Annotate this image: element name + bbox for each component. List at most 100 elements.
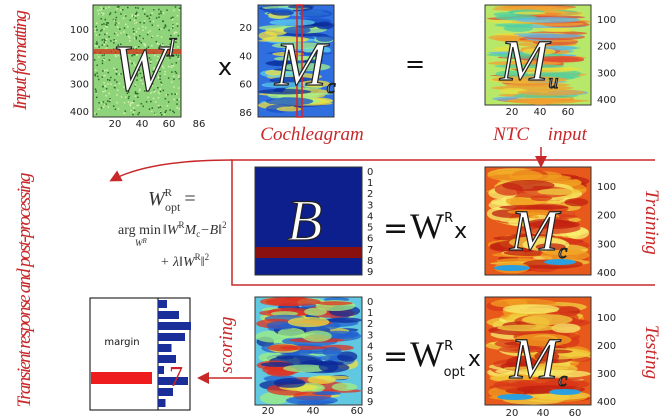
noise-dot [102,44,104,46]
noise-dot [94,74,96,76]
noise-dot [156,17,158,19]
noise-dot [97,10,99,12]
noise-dot [104,90,106,92]
heatmap-cell [501,6,573,10]
heatmap-cell [269,19,315,26]
noise-dot [133,28,135,30]
noise-dot [96,41,98,43]
symbol-main: W [112,32,172,105]
noise-dot [178,75,180,77]
tick-label: 200 [70,52,89,63]
heatmap-cell [316,22,334,30]
noise-dot [94,31,96,32]
tick-label: 300 [597,239,616,250]
noise-dot [164,112,166,114]
math: arg min [118,223,161,238]
noise-dot [172,27,174,29]
noise-dot [134,23,136,25]
tick-label: 3 [367,330,373,341]
noise-dot [110,12,112,14]
noise-dot [135,13,137,15]
tick-label: 300 [597,369,616,380]
tick-label: 7 [367,245,373,256]
tick-label: 60 [239,80,252,91]
noise-dot [149,108,151,110]
noise-dot [105,103,107,105]
heatmap-cell [327,317,362,322]
heatmap-cell [304,308,327,316]
tick-label: 20 [239,23,252,34]
tick-label: 1 [367,178,373,189]
noise-dot [173,65,175,67]
noise-dot [137,7,139,9]
symbol-sub: c [558,241,567,263]
tick-label: 4 [367,211,373,222]
operator: = [383,211,408,246]
heatmap-cell [266,297,321,306]
noise-dot [127,26,129,28]
heatmap-cell [494,265,530,271]
noise-dot [103,28,105,30]
noise-dot [142,29,144,31]
noise-dot [119,28,121,30]
noise-dot [106,24,108,26]
operator: = [383,339,408,374]
tick-label: 100 [597,182,616,193]
formula-argmin: arg min‖WRMc−B‖2 [118,220,227,239]
noise-dot [134,20,136,22]
noise-dot [171,71,173,73]
symbol-main: M [274,31,330,99]
symbol-main: M [509,198,561,263]
heatmap-cell [510,174,571,180]
noise-dot [108,36,110,38]
tick-label: 400 [597,95,616,106]
noise-dot [176,103,178,105]
noise-dot [149,18,151,20]
heatmap-cell [316,376,350,380]
noise-dot [135,15,137,17]
tick-label: 40 [537,408,550,418]
noise-dot [104,34,106,36]
noise-dot [158,105,160,107]
tick-label: 9 [367,267,373,278]
noise-dot [104,44,106,46]
noise-dot [175,6,177,8]
noise-dot [158,13,160,15]
noise-dot [160,13,162,15]
noise-dot [107,83,109,85]
tick-label: 8 [367,386,373,397]
operator: x [454,219,467,244]
noise-dot [173,86,175,88]
noise-dot [105,26,107,28]
noise-dot [171,93,173,95]
noise-dot [142,8,144,10]
noise-dot [166,9,168,11]
noise-dot [109,79,111,81]
noise-dot [96,43,98,45]
noise-dot [176,107,178,109]
noise-dot [122,9,124,11]
noise-dot [178,35,180,37]
math: R [165,187,173,199]
noise-dot [178,87,180,89]
tick-label: 5 [367,223,373,234]
tick-label: 86 [239,108,252,119]
noise-dot [135,17,137,19]
noise-dot [177,15,179,17]
noise-dot [177,25,179,27]
noise-dot [98,79,100,81]
bar [158,366,164,374]
arrow [112,160,232,180]
math: opt [165,200,181,214]
noise-dot [132,114,134,116]
tick-label: 9 [367,397,373,408]
tick-label: 200 [597,341,616,352]
noise-dot [172,25,174,27]
noise-dot [143,22,145,24]
noise-dot [97,76,99,78]
noise-dot [152,107,154,109]
symbol-sup: I [166,33,177,62]
noise-dot [167,105,169,107]
heatmap-cell [537,188,581,195]
noise-dot [144,13,146,15]
